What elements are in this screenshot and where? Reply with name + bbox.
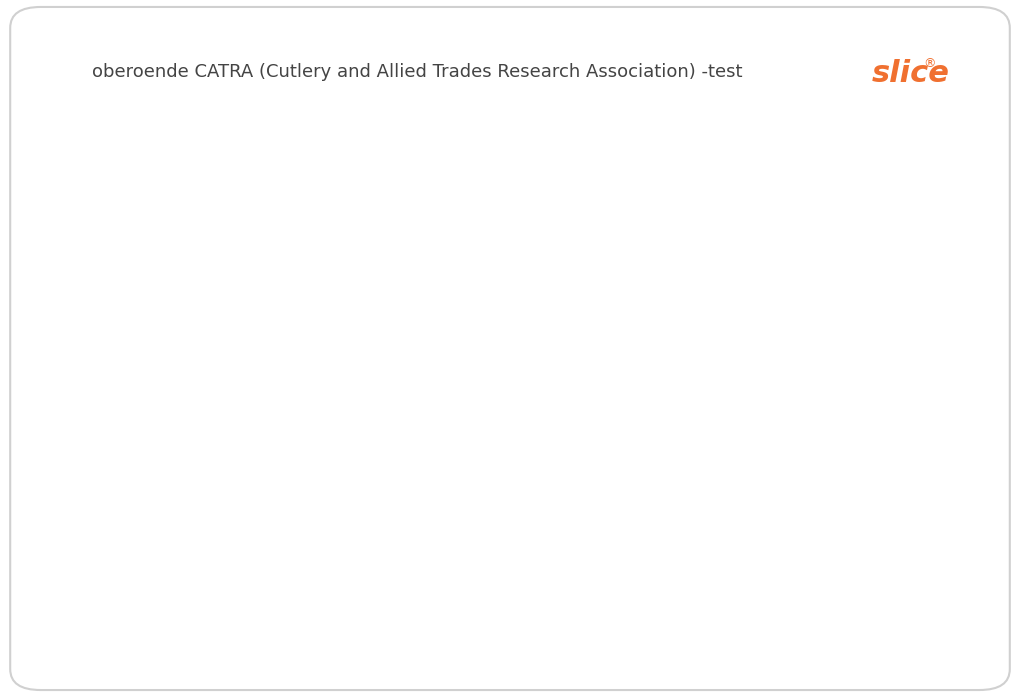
Text: ®: ® [922, 57, 934, 70]
X-axis label: KUMULATIVT DJUP MM (SLITSTYRKA): KUMULATIVT DJUP MM (SLITSTYRKA) [398, 647, 650, 661]
Text: slice: slice [871, 59, 949, 89]
Text: oberoende CATRA (Cutlery and Allied Trades Research Association) -test: oberoende CATRA (Cutlery and Allied Trad… [92, 63, 742, 81]
Legend: metallblad 1, metallblad 2, metallblad 3, metallblad 4, metallblad 5, metallblad: metallblad 1, metallblad 2, metallblad 3… [809, 128, 949, 278]
Y-axis label: DJUP / DRAG MM (VASSHET): DJUP / DRAG MM (VASSHET) [46, 268, 59, 461]
